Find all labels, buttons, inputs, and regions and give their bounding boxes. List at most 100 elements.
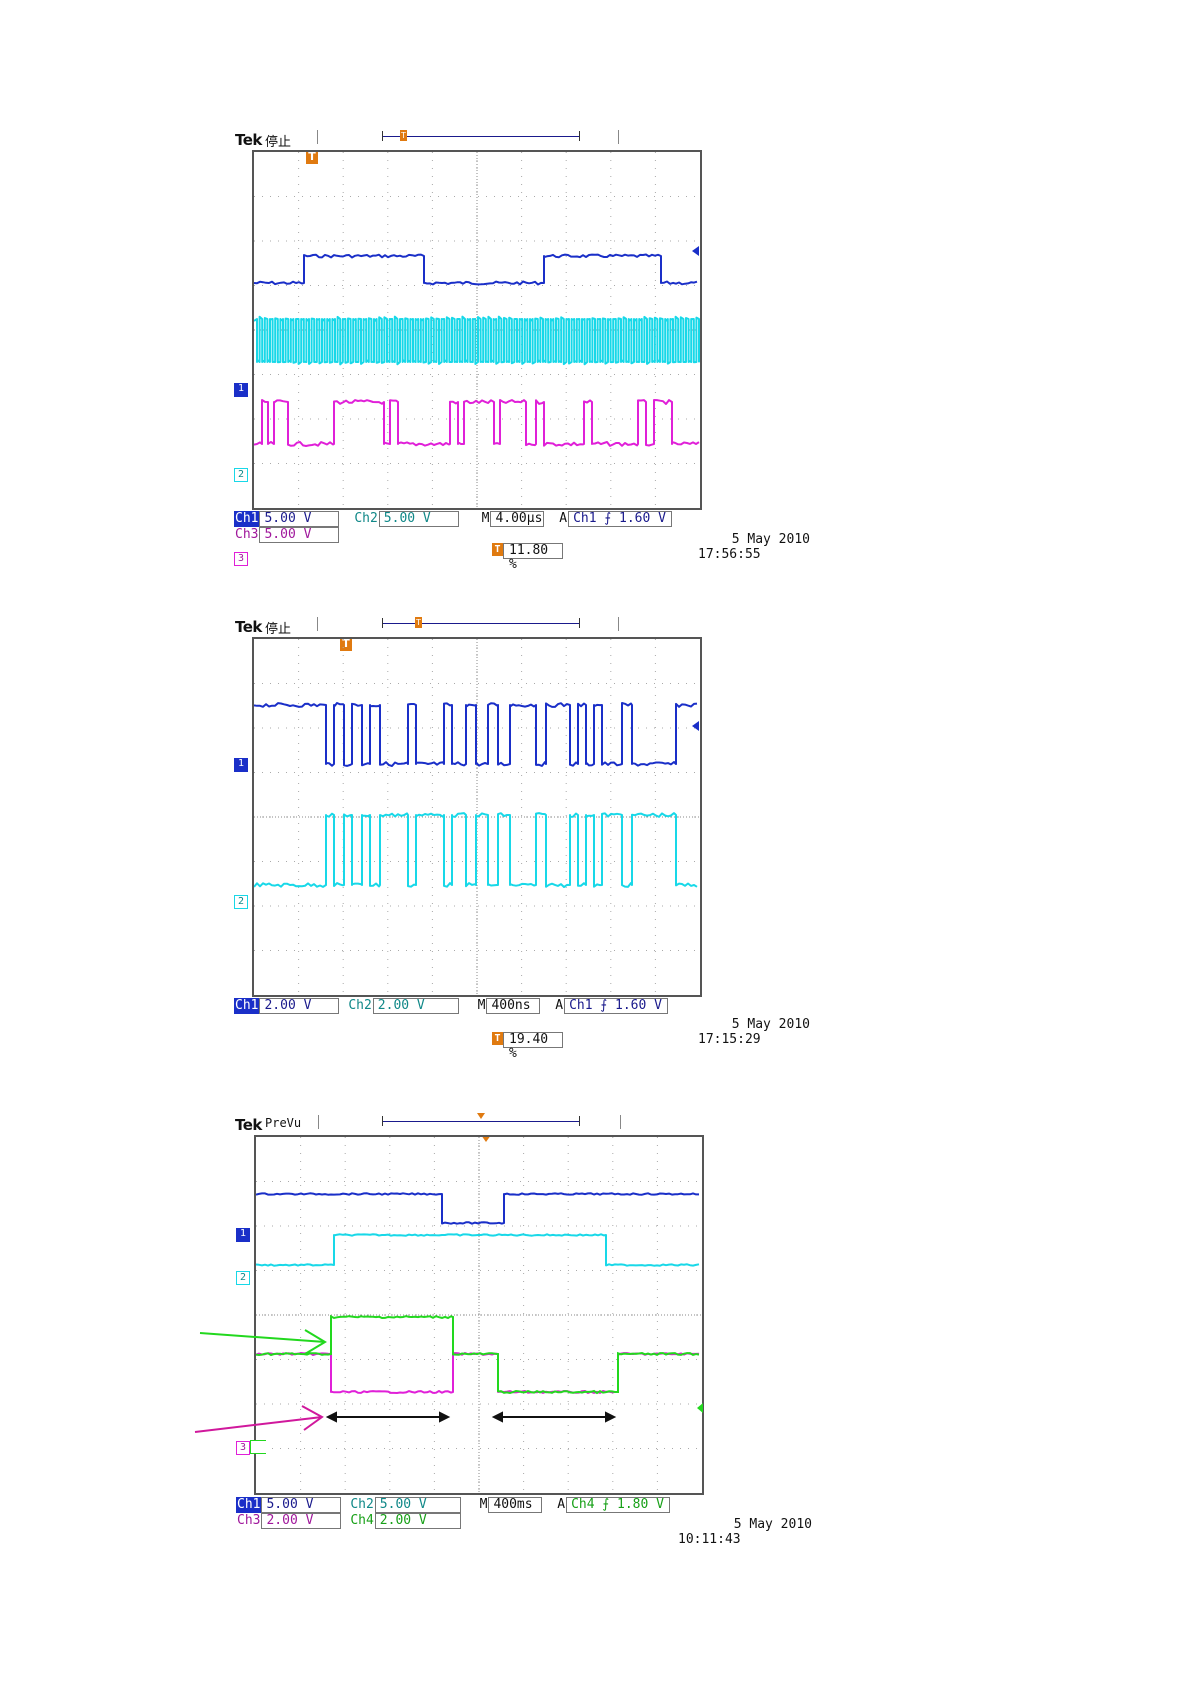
trigger-point-icon: T <box>306 150 318 164</box>
trigger-setting: Ch1 ⨍ 1.60 V <box>568 511 673 527</box>
ch3-label: Ch3 <box>235 527 259 542</box>
ch4-label: Ch4 <box>350 1513 374 1528</box>
graticule <box>254 1135 704 1495</box>
divider <box>620 1115 621 1129</box>
time: 17:56:55 <box>698 547 761 562</box>
ch3-label: Ch3 <box>237 1513 261 1528</box>
timestamp: 5 May 2010 17:15:29 <box>674 1017 810 1047</box>
readout-row-1: Ch1 5.00 V Ch2 5.00 V M 400ms A Ch4 ⨍ 1.80 V <box>236 1497 671 1513</box>
divider <box>318 1115 319 1129</box>
graticule <box>252 637 702 997</box>
trigger-icon: T <box>492 543 503 556</box>
ch3-trace <box>254 399 700 447</box>
ch1-ground-marker-icon: 1 <box>234 383 248 397</box>
trigger-position-icon <box>477 1113 485 1119</box>
ch2-scale: 5.00 V <box>378 511 459 527</box>
record-position-bar: T <box>382 617 580 628</box>
timebase-value: 400ns <box>486 998 541 1014</box>
ch1-label: Ch1 <box>236 1497 262 1513</box>
graticule <box>252 150 702 510</box>
trigger-point-icon <box>481 1135 491 1142</box>
ch4-trace <box>256 1314 700 1395</box>
ch2-ground-marker-icon: 2 <box>236 1271 250 1285</box>
ch1-trace <box>254 253 698 286</box>
acquisition-state: 停止 <box>265 135 292 150</box>
scope-header: Tek PreVu <box>232 1113 812 1134</box>
record-position-bar: T <box>382 130 580 141</box>
timebase-label: M <box>477 998 486 1013</box>
trigger-setting: Ch1 ⨍ 1.60 V <box>564 998 669 1014</box>
ch1-trace <box>254 702 698 767</box>
trigger-position-readout: T 19.40 % <box>492 1032 563 1061</box>
ch1-ground-marker-icon: 1 <box>234 758 248 772</box>
scope-header: Tek 停止 T <box>232 128 812 150</box>
ch2-label: Ch2 <box>350 1497 374 1512</box>
trigger-level-icon <box>697 1403 703 1413</box>
readout-row-2: Ch3 5.00 V <box>234 527 340 543</box>
ch1-scale: 2.00 V <box>259 998 340 1014</box>
readout-row-1: Ch1 2.00 V Ch2 2.00 V M 400ns A Ch1 ⨍ 1.60 V <box>234 998 669 1014</box>
ch2-label: Ch2 <box>354 511 378 526</box>
ch2-label: Ch2 <box>348 998 372 1013</box>
waveform-display <box>256 1137 702 1493</box>
ch1-label: Ch1 <box>234 511 260 527</box>
ch2-ground-marker-icon: 2 <box>234 895 248 909</box>
scope-screenshot-2: Tek 停止 T T 1 2 Ch1 2.00 V Ch2 2.00 V M 400n… <box>232 615 812 1061</box>
divider <box>317 617 318 631</box>
ch1-label: Ch1 <box>234 998 260 1014</box>
trigger-position-icon: T <box>400 130 407 141</box>
trigger-label: A <box>557 1497 566 1512</box>
ch2-scale: 5.00 V <box>374 1497 461 1513</box>
trigger-label: A <box>559 511 568 526</box>
acquisition-state: 停止 <box>265 622 292 637</box>
acquisition-state: PreVu <box>265 1116 302 1130</box>
brand-label: Tek <box>235 131 262 149</box>
ch4-scale: 2.00 V <box>374 1513 461 1529</box>
divider <box>317 130 318 144</box>
timestamp: 5 May 2010 10:11:43 <box>676 1517 812 1547</box>
date: 5 May 2010 <box>733 1517 812 1532</box>
ch1-trace <box>256 1192 699 1225</box>
scope-header: Tek 停止 T <box>232 615 812 637</box>
ch3-scale: 5.00 V <box>259 527 340 543</box>
trigger-icon: T <box>492 1032 503 1045</box>
duration-double-arrow-icon <box>325 1411 451 1423</box>
ch2-trace <box>256 1233 700 1267</box>
brand-label: Tek <box>235 1116 262 1134</box>
ch2-trace <box>254 315 700 366</box>
scope-screenshot-3: Tek PreVu 1 2 3 Ch1 5.00 V Ch2 5.00 V M 400… <box>232 1113 812 1573</box>
time: 10:11:43 <box>678 1532 741 1547</box>
trigger-position-readout: T 11.80 % <box>492 543 563 572</box>
time: 17:15:29 <box>698 1032 761 1047</box>
ch3-scale: 2.00 V <box>261 1513 342 1529</box>
ch1-scale: 5.00 V <box>261 1497 342 1513</box>
date: 5 May 2010 <box>731 1017 810 1032</box>
ch4-ground-marker-icon <box>250 1440 266 1454</box>
brand-label: Tek <box>235 618 262 636</box>
trigger-position-icon: T <box>415 617 422 628</box>
timestamp: 5 May 2010 17:56:55 <box>674 532 810 562</box>
waveform-display <box>254 639 700 995</box>
timebase-label: M <box>481 511 490 526</box>
ch2-trace <box>254 812 698 888</box>
trigger-setting: Ch4 ⨍ 1.80 V <box>566 1497 671 1513</box>
ch2-scale: 2.00 V <box>372 998 459 1014</box>
record-position-bar <box>382 1113 580 1126</box>
divider <box>618 617 619 631</box>
readout-row-2: Ch3 2.00 V Ch4 2.00 V <box>236 1513 461 1529</box>
readout-row-1: Ch1 5.00 V Ch2 5.00 V M 4.00µs A Ch1 ⨍ 1.60 … <box>234 511 673 527</box>
trigger-level-icon <box>692 246 699 256</box>
timebase-label: M <box>479 1497 488 1512</box>
duration-double-arrow-icon <box>491 1411 617 1423</box>
waveform-display <box>254 152 700 508</box>
date: 5 May 2010 <box>731 532 810 547</box>
timebase-value: 400ms <box>488 1497 543 1513</box>
trigger-label: A <box>555 998 564 1013</box>
ch2-ground-marker-icon: 2 <box>234 468 248 482</box>
divider <box>618 130 619 144</box>
timebase-value: 4.00µs <box>490 511 545 527</box>
ch3-ground-marker-icon: 3 <box>234 552 248 566</box>
scope-screenshot-1: Tek 停止 T T 1 2 3 Ch1 5.00 V Ch2 5.00 V M 4.… <box>232 128 812 572</box>
ch3-ground-marker-icon: 3 <box>236 1441 250 1455</box>
trigger-level-icon <box>692 721 699 731</box>
